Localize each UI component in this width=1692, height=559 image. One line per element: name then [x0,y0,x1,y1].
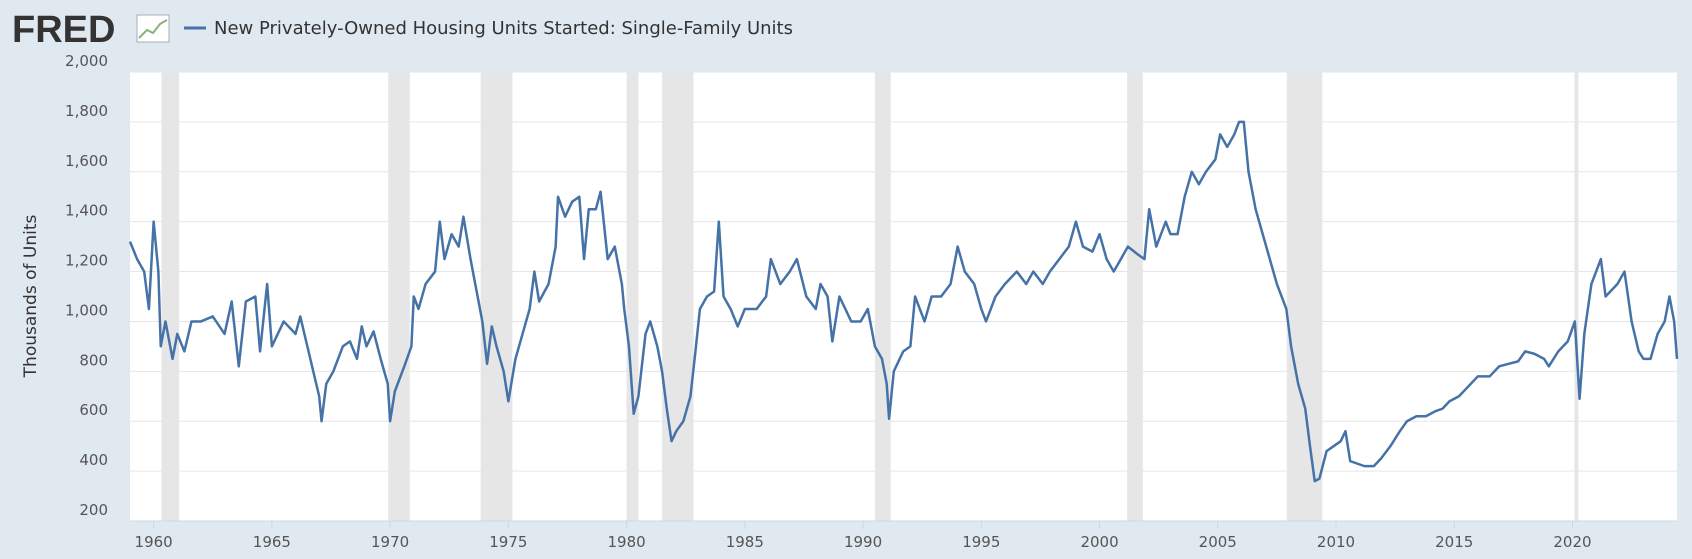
x-tick-label: 1995 [962,533,1000,551]
recession-band [874,72,891,521]
y-tick-label: 1,800 [65,102,108,120]
x-tick-label: 1990 [844,533,882,551]
x-tick-label: 1985 [726,533,764,551]
recession-band [1574,72,1579,521]
plot-area [130,72,1677,521]
recession-band [1127,72,1143,521]
x-tick-label: 1970 [371,533,409,551]
legend-label: New Privately-Owned Housing Units Starte… [214,18,793,39]
recession-band [1286,72,1323,521]
y-tick-label: 600 [79,401,108,419]
y-tick-label: 1,600 [65,152,108,170]
x-tick-label: 2000 [1080,533,1118,551]
recession-band [161,72,180,521]
y-tick-label: 400 [79,451,108,469]
recession-band [388,72,410,521]
y-tick-label: 1,200 [65,252,108,270]
x-tick-label: 1975 [489,533,527,551]
y-tick-label: 2,000 [65,52,108,70]
y-tick-label: 1,000 [65,301,108,319]
x-tick-label: 2020 [1553,533,1591,551]
x-tick-label: 2015 [1435,533,1473,551]
logo-icon [136,14,170,43]
data-line [128,120,1679,483]
x-tick-label: 2005 [1199,533,1237,551]
x-tick-label: 1960 [135,533,173,551]
brand-logo: FRED [12,9,115,51]
y-axis-label: Thousands of Units [21,215,41,379]
y-tick-label: 800 [79,351,108,369]
recession-band [662,72,694,521]
y-tick-label: 1,400 [65,202,108,220]
y-tick-label: 200 [79,501,108,519]
x-tick-label: 1965 [253,533,291,551]
recession-band [480,72,513,521]
x-tick-label: 1980 [607,533,645,551]
recession-band [626,72,639,521]
x-tick-label: 2010 [1317,533,1355,551]
